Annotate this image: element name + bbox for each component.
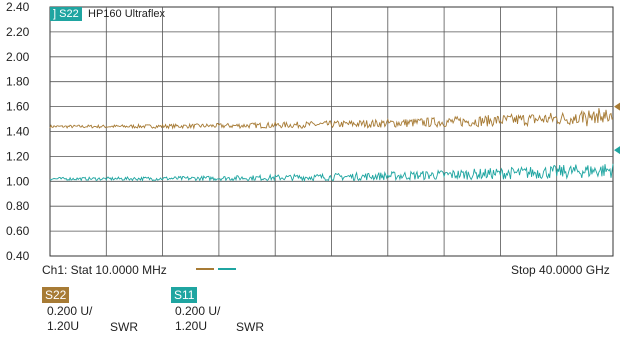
legend-s22-format: SWR — [110, 320, 138, 334]
marker-s11 — [614, 146, 620, 155]
reference-markers — [614, 102, 620, 155]
legend-s11-scale: 0.200 U/ — [175, 304, 221, 318]
y-tick-label: 1.40 — [6, 125, 30, 139]
y-tick-label: 0.40 — [6, 249, 30, 263]
legend-s11-ref: 1.20U — [175, 319, 208, 333]
y-tick-label: 1.20 — [6, 149, 30, 163]
y-tick-label: 2.40 — [6, 0, 30, 14]
traces — [49, 108, 614, 183]
marker-s22 — [614, 102, 620, 111]
legend-s22-scale: 0.200 U/ — [47, 304, 93, 318]
legend-s22-badge: S22 — [42, 287, 70, 303]
legend-s11-format: SWR — [236, 320, 264, 334]
legend-s22-ref: 1.20U — [47, 319, 80, 333]
trace-s22 — [49, 108, 614, 130]
y-tick-label: 0.60 — [6, 224, 30, 238]
y-tick-label: 0.80 — [6, 199, 30, 213]
stop-frequency-label: Stop 40.0000 GHz — [511, 263, 610, 277]
plot-grid — [49, 6, 614, 257]
y-tick-label: 1.60 — [6, 100, 30, 114]
channel-start-label: Ch1: Stat 10.0000 MHz — [42, 263, 167, 277]
y-tick-label: 1.00 — [6, 174, 30, 188]
y-tick-label: 2.00 — [6, 50, 30, 64]
legend-s11-badge: S11 — [171, 287, 198, 303]
trace-s11 — [49, 163, 614, 183]
trace-id-label: HP160 Ultraflex — [88, 8, 166, 20]
trace-id-badge: ] S22 — [50, 7, 82, 21]
trace-color-swatches — [196, 268, 236, 270]
y-tick-label: 1.80 — [6, 75, 30, 89]
y-axis-ticks: 2.40 2.20 2.00 1.80 1.60 1.40 1.20 1.00 0.80 0.60… — [6, 0, 30, 263]
y-tick-label: 2.20 — [6, 25, 30, 39]
